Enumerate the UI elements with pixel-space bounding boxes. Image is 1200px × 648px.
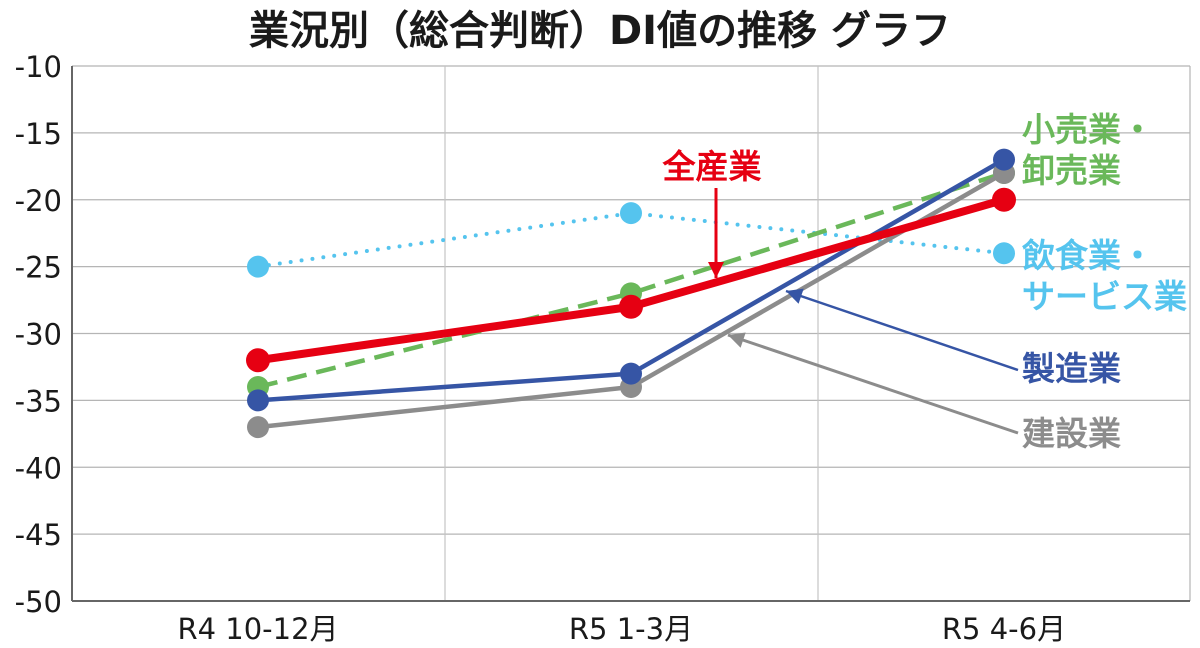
series-line-retail xyxy=(257,170,1005,390)
y-tick-label: -50 xyxy=(15,585,62,619)
pointer-arrowhead-construction xyxy=(728,332,746,348)
data-point-manufacturing xyxy=(993,148,1015,171)
data-point-food xyxy=(247,255,269,278)
series-line-food xyxy=(256,211,1006,269)
x-tick-label: R4 10-12月 xyxy=(177,612,338,646)
x-tick-label: R5 4-6月 xyxy=(942,612,1066,646)
data-point-food xyxy=(993,242,1015,265)
data-point-food xyxy=(620,202,642,225)
series-label-food: 飲食業・ xyxy=(1022,236,1154,275)
y-tick-label: -25 xyxy=(15,251,62,285)
series-label-manufacturing: 製造業 xyxy=(1022,349,1121,388)
chart-title: 業況別（総合判断）DI値の推移 グラフ xyxy=(249,8,951,54)
y-tick-label: -15 xyxy=(15,117,62,151)
x-tick-labels: R4 10-12月 R5 1-3月 R5 4-6月 xyxy=(177,612,1066,646)
data-point-all xyxy=(619,294,643,319)
y-tick-label: -20 xyxy=(15,184,62,218)
series-label-construction: 建設業 xyxy=(1022,414,1121,453)
y-tick-label: -45 xyxy=(15,518,62,552)
data-point-manufacturing xyxy=(247,389,269,412)
x-tick-label: R5 1-3月 xyxy=(569,612,693,646)
data-point-construction xyxy=(247,416,269,439)
data-point-manufacturing xyxy=(620,362,642,385)
y-tick-label: -40 xyxy=(15,451,62,485)
series-label-retail: 卸売業 xyxy=(1022,151,1121,190)
pointer-line-construction xyxy=(727,333,1019,435)
data-point-all xyxy=(246,348,270,373)
series-points xyxy=(246,148,1016,439)
series-label-retail: 小売業・ xyxy=(1022,110,1154,149)
pointer-arrowhead-all xyxy=(708,262,724,278)
y-tick-label: -35 xyxy=(15,384,62,418)
data-point-all xyxy=(992,187,1016,212)
pointer-arrowhead-manufacturing xyxy=(786,288,804,304)
y-tick-label: -30 xyxy=(15,318,62,352)
pointer-line-manufacturing xyxy=(785,289,1019,372)
y-tick-labels: -10 -15 -20 -25 -30 -35 -40 -45 -50 xyxy=(15,50,62,619)
series-label-food: サービス業 xyxy=(1022,277,1187,316)
axes xyxy=(71,66,1190,602)
y-tick-label: -10 xyxy=(15,50,62,84)
series-label-all: 全産業 xyxy=(662,147,762,186)
